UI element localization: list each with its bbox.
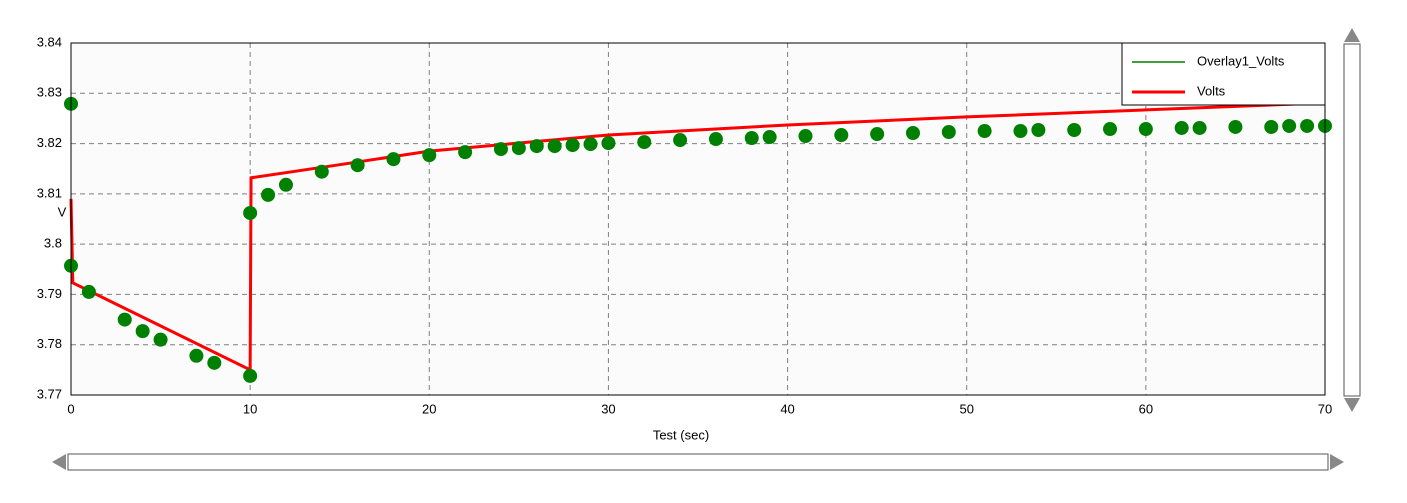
data-point: [153, 332, 168, 347]
data-point: [601, 136, 616, 151]
data-point: [1067, 122, 1082, 137]
data-point: [673, 133, 688, 148]
x-tick-label: 20: [422, 401, 436, 416]
data-point: [386, 152, 401, 167]
x-tick-label: 60: [1139, 401, 1153, 416]
data-point: [1192, 120, 1207, 135]
data-point: [744, 131, 759, 146]
data-point: [529, 139, 544, 154]
data-point: [350, 158, 365, 173]
y-axis-label: V: [58, 204, 67, 219]
scrollbar-track[interactable]: [1343, 43, 1361, 397]
plot-area: [71, 43, 1325, 395]
legend-box: [1121, 42, 1326, 106]
data-point: [243, 205, 258, 220]
data-point: [547, 139, 562, 154]
data-point: [870, 127, 885, 142]
data-point: [207, 355, 222, 370]
scroll-left-arrow[interactable]: [52, 454, 66, 470]
data-point: [798, 129, 813, 144]
data-point: [1282, 118, 1297, 133]
data-point: [81, 284, 96, 299]
data-point: [117, 312, 132, 327]
y-tick-label: 3.77: [37, 386, 62, 401]
x-tick-label: 50: [959, 401, 973, 416]
legend-label: Volts: [1197, 83, 1226, 98]
scrollbar-track[interactable]: [67, 453, 1329, 471]
legend: Overlay1_Volts Volts: [1121, 42, 1326, 106]
data-point: [422, 148, 437, 163]
x-axis-label: Test (sec): [653, 427, 709, 442]
data-point: [135, 324, 150, 339]
data-point: [762, 130, 777, 145]
data-point: [977, 124, 992, 138]
y-tick-label: 3.81: [37, 185, 62, 200]
y-tick-label: 3.83: [37, 85, 62, 100]
marks: [64, 96, 1332, 383]
data-point: [511, 141, 526, 156]
data-point: [1264, 119, 1279, 134]
scroll-right-arrow[interactable]: [1330, 454, 1344, 470]
horizontal-scrollbar[interactable]: [52, 453, 1344, 471]
vertical-scrollbar[interactable]: [1343, 28, 1361, 412]
data-point: [458, 145, 473, 160]
data-point: [314, 164, 329, 179]
data-point: [1138, 121, 1153, 136]
data-point: [1174, 120, 1189, 135]
data-point: [1300, 118, 1315, 133]
y-tick-label: 3.82: [37, 135, 62, 150]
data-point: [261, 187, 276, 202]
scroll-down-arrow[interactable]: [1344, 398, 1360, 412]
data-point: [493, 142, 508, 157]
plot-frame: [70, 42, 1326, 396]
x-tick-label: 40: [780, 401, 794, 416]
data-point: [637, 135, 652, 150]
x-tick-label: 0: [67, 401, 74, 416]
data-point: [708, 132, 723, 147]
data-point: [1031, 122, 1046, 137]
data-point: [1103, 121, 1118, 136]
data-point: [583, 137, 598, 152]
data-point: [243, 368, 258, 383]
data-point: [565, 138, 580, 153]
y-tick-label: 3.8: [44, 236, 62, 251]
data-point: [834, 128, 849, 143]
legend-label: Overlay1_Volts: [1197, 53, 1285, 68]
data-point: [189, 348, 204, 363]
x-tick-label: 30: [601, 401, 615, 416]
y-tick-label: 3.84: [37, 34, 62, 49]
data-point: [905, 126, 920, 141]
data-point: [1013, 124, 1028, 138]
data-point: [278, 177, 293, 192]
scroll-up-arrow[interactable]: [1344, 28, 1360, 42]
data-point: [941, 125, 956, 140]
y-tick-label: 3.79: [37, 286, 62, 301]
data-point: [1228, 119, 1243, 134]
y-tick-label: 3.78: [37, 336, 62, 351]
x-tick-label: 70: [1318, 401, 1332, 416]
x-tick-label: 10: [243, 401, 257, 416]
